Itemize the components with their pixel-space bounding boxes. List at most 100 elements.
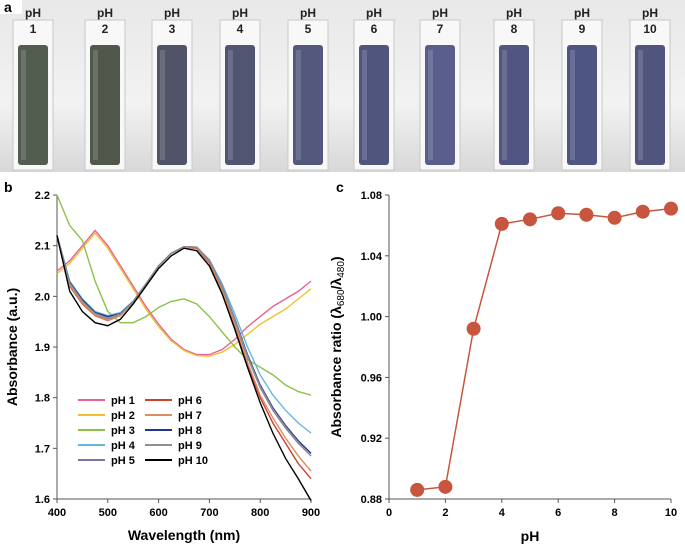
vial-ph-number: 9 <box>579 22 586 36</box>
y-axis-label-part: ) <box>328 256 344 261</box>
y-tick-label: 0.96 <box>361 372 382 384</box>
y-axis-label: Absorbance (a.u.) <box>4 288 20 406</box>
legend-label: pH 2 <box>111 410 135 422</box>
x-tick-label: 8 <box>612 507 618 519</box>
y-axis-label-part: Absorbance ratio (λ <box>328 306 344 438</box>
data-point-ph-6 <box>551 206 566 221</box>
data-point-ph-4 <box>494 216 509 231</box>
vial-highlight <box>362 50 367 160</box>
data-point-ph-1 <box>410 482 425 497</box>
panel-label-bg <box>0 0 22 14</box>
ratio-line <box>417 207 672 491</box>
vial-ph-number: 6 <box>371 22 378 36</box>
y-tick-label: 1.04 <box>361 251 383 263</box>
data-point-ph-3 <box>466 321 481 336</box>
x-tick-label: 2 <box>442 507 448 519</box>
vial-solution <box>225 45 255 165</box>
legend-label: pH 3 <box>111 425 135 437</box>
vial-solution <box>90 45 120 165</box>
vial-highlight <box>93 50 98 160</box>
legend-label: pH 9 <box>178 440 202 452</box>
x-tick-label: 600 <box>149 507 167 519</box>
legend-label: pH 4 <box>111 440 136 452</box>
vial-solution <box>157 45 187 165</box>
y-tick-label: 1.7 <box>35 443 50 455</box>
vial-ph-number: 5 <box>305 22 312 36</box>
x-tick-label: 4 <box>499 507 506 519</box>
data-point-ph-2 <box>438 479 453 494</box>
legend-label: pH 5 <box>111 455 135 467</box>
legend-label: pH 7 <box>178 410 202 422</box>
y-tick-label: 2.0 <box>35 291 50 303</box>
vial-solution <box>425 45 455 165</box>
legend-label: pH 6 <box>178 395 202 407</box>
vial-ph-number: 7 <box>437 22 444 36</box>
vial-9: pH 9 <box>561 6 603 171</box>
legend-label: pH 8 <box>178 425 202 437</box>
vial-1: pH 1 <box>12 6 54 171</box>
x-tick-label: 400 <box>48 507 66 519</box>
y-tick-label: 2.2 <box>35 190 50 202</box>
data-point-ph-7 <box>579 207 594 222</box>
data-point-ph-9 <box>635 204 650 219</box>
vial-ph-label: pH <box>97 6 113 20</box>
y-tick-label: 1.00 <box>361 312 382 324</box>
y-tick-label: 2.1 <box>35 241 50 253</box>
vial-ph-number: 3 <box>169 22 176 36</box>
x-tick-label: 0 <box>386 507 392 519</box>
y-axis-label-subscript: 680 <box>336 289 347 306</box>
vial-ph-number: 2 <box>102 22 109 36</box>
vial-solution <box>18 45 48 165</box>
vial-8: pH 8 <box>493 6 535 171</box>
vial-6: pH 6 <box>353 6 395 171</box>
vial-7: pH 7 <box>419 6 461 171</box>
vial-10: pH 10 <box>629 6 671 171</box>
vial-ph-label: pH <box>232 6 248 20</box>
y-axis-label-part: /λ <box>328 278 344 290</box>
y-tick-label: 0.88 <box>361 494 382 506</box>
data-point-ph-10 <box>664 201 678 216</box>
vial-ph-number: 8 <box>511 22 518 36</box>
y-tick-label: 1.08 <box>361 190 382 202</box>
x-tick-label: 10 <box>665 507 677 519</box>
vial-3: pH 3 <box>151 6 193 171</box>
legend-label: pH 1 <box>111 395 135 407</box>
vial-2: pH 2 <box>84 6 126 171</box>
series-line-ph10 <box>56 235 312 501</box>
y-tick-label: 1.8 <box>35 393 50 405</box>
vial-highlight <box>296 50 301 160</box>
vial-5: pH 5 <box>287 6 329 171</box>
x-tick-label: 500 <box>99 507 117 519</box>
vial-ph-number: 4 <box>237 22 244 36</box>
vial-ph-label: pH <box>642 6 658 20</box>
series-line-ph2 <box>56 231 312 357</box>
vial-solution <box>635 45 665 165</box>
vial-highlight <box>160 50 165 160</box>
vial-ph-label: pH <box>574 6 590 20</box>
legend-label: pH 10 <box>178 455 208 467</box>
vial-highlight <box>638 50 643 160</box>
vial-ph-label: pH <box>300 6 316 20</box>
data-point-ph-8 <box>607 210 622 225</box>
vial-solution <box>567 45 597 165</box>
vial-solution <box>359 45 389 165</box>
y-tick-label: 0.92 <box>361 433 382 445</box>
vials-photo: a pH 1 pH 2 pH 3 pH 4 pH 5 pH 6 pH 7 pH 8 pH 9 pH 10 <box>0 0 685 172</box>
absorbance-spectra-chart: b 400 500 600 700 800 900 1.6 1.7 1.8 1.9 2.0 2.1 2.2… <box>4 179 320 543</box>
vial-ph-label: pH <box>506 6 522 20</box>
series-line-ph9 <box>56 235 312 457</box>
series-line-ph3 <box>56 194 312 396</box>
vial-ph-label: pH <box>366 6 382 20</box>
y-axis-label: Absorbance ratio (λ680/λ480) <box>328 256 347 437</box>
vial-highlight <box>570 50 575 160</box>
vial-ph-label: pH <box>25 6 41 20</box>
x-tick-label: 800 <box>251 507 269 519</box>
x-tick-label: 900 <box>302 507 320 519</box>
vial-4: pH 4 <box>219 6 261 171</box>
panel-label-a: a <box>4 0 12 15</box>
vial-highlight <box>228 50 233 160</box>
y-axis-label-subscript: 480 <box>336 261 347 278</box>
y-tick-label: 1.9 <box>35 342 50 354</box>
